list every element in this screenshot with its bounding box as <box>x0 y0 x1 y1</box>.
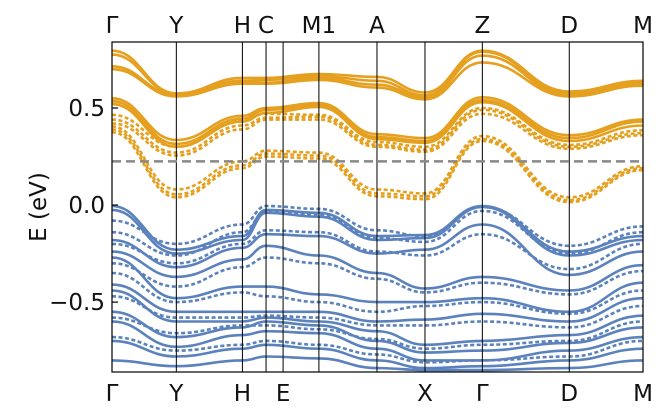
bottom-k-label: M <box>633 381 653 407</box>
top-k-label: C <box>258 13 274 39</box>
conduction-band-dashed-8 <box>112 108 643 154</box>
top-k-label: A <box>369 13 385 39</box>
y-axis-label: E (eV) <box>26 172 52 242</box>
top-k-label: Y <box>168 13 184 39</box>
conduction-band-solid-4 <box>112 95 643 142</box>
valence-band-solid-17 <box>112 256 643 314</box>
conduction-band-dashed-7 <box>112 106 643 149</box>
top-k-label: D <box>560 13 578 39</box>
top-k-label: M1 <box>302 13 336 39</box>
conduction-band-dashed-11 <box>112 128 643 202</box>
y-tick-label: −0.5 <box>49 290 105 316</box>
valence-band-solid-22 <box>112 339 643 370</box>
top-k-label: M <box>633 13 653 39</box>
y-tick-label: 0.5 <box>68 96 105 122</box>
conduction-band-dashed-10 <box>112 125 643 199</box>
y-tick-label: 0.0 <box>68 193 105 219</box>
bottom-k-label: D <box>560 381 578 407</box>
conduction-band-dashed-9 <box>112 112 643 157</box>
conduction-band-solid-5 <box>112 98 643 146</box>
plot-frame <box>111 41 644 373</box>
valence-band-solid-23 <box>112 355 643 372</box>
bottom-k-label: E <box>276 381 291 407</box>
band-series-layer <box>112 49 643 372</box>
top-k-label: H <box>234 13 251 39</box>
valence-band-solid-16 <box>112 244 643 292</box>
valence-band-dashed-26 <box>112 228 643 271</box>
valence-band-solid-21 <box>112 320 643 362</box>
top-k-label: Z <box>474 13 490 39</box>
top-k-label-layer: Γ Y H C M1 A Z D M <box>106 13 653 39</box>
bottom-k-label: Γ <box>106 381 119 407</box>
y-tick-layer: 0.5 0.0 −0.5 <box>49 96 118 316</box>
valence-band-dashed-25 <box>112 209 643 257</box>
bottom-k-label: X <box>417 381 433 407</box>
valence-band-dashed-24 <box>112 204 643 248</box>
bottom-k-label: H <box>234 381 251 407</box>
bottom-k-label: Γ <box>476 381 489 407</box>
bottom-k-label: Y <box>168 381 184 407</box>
valence-band-solid-19 <box>112 289 643 347</box>
top-k-label: Γ <box>106 13 119 39</box>
valence-band-dashed-29 <box>112 295 643 329</box>
valence-band-solid-15 <box>112 223 643 277</box>
k-point-divider-layer <box>175 42 570 372</box>
conduction-band-solid-3 <box>112 61 643 101</box>
conduction-band-dashed-12 <box>112 131 643 204</box>
valence-band-solid-18 <box>112 283 643 323</box>
valence-band-dashed-27 <box>112 256 643 296</box>
valence-band-dashed-28 <box>112 271 643 316</box>
valence-band-solid-13 <box>112 204 643 253</box>
